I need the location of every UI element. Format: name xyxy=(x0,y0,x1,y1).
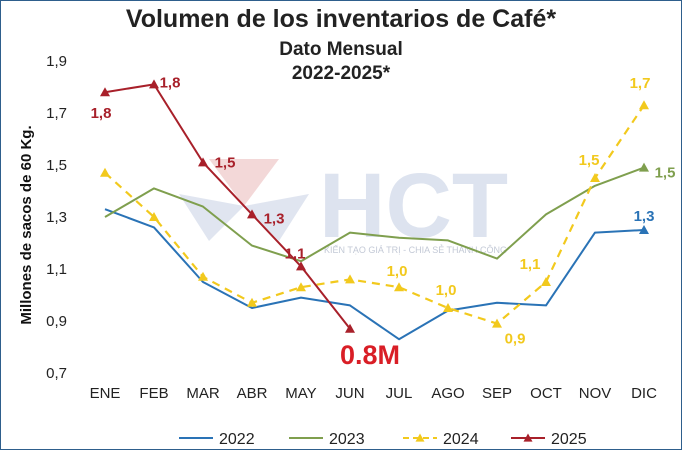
watermark-triangle-left xyxy=(179,194,244,241)
data-label-2025: 1,5 xyxy=(215,154,236,171)
x-tick-label: JUL xyxy=(386,385,413,402)
data-point-2023 xyxy=(348,231,351,234)
legend-marker-2024 xyxy=(415,433,425,442)
y-tick-label: 1,7 xyxy=(46,105,67,122)
data-label-2022: 1,3 xyxy=(634,208,655,225)
data-point-2022 xyxy=(152,226,155,229)
watermark-text: HCT xyxy=(319,155,508,257)
data-point-2024 xyxy=(639,100,649,110)
x-tick-label: OCT xyxy=(530,385,562,402)
end-marker-2022 xyxy=(639,225,649,234)
y-tick-label: 0,9 xyxy=(46,313,67,330)
data-point-2023 xyxy=(544,213,547,216)
data-point-2023 xyxy=(152,187,155,190)
data-point-2023 xyxy=(593,184,596,187)
legend-label-2023: 2023 xyxy=(329,431,365,448)
y-tick-label: 1,1 xyxy=(46,261,67,278)
data-label-2025: 1,8 xyxy=(91,105,112,122)
watermark-tagline: KIẾN TẠO GIÁ TRỊ - CHIA SẺ THÀNH CÔNG xyxy=(324,244,507,255)
series-line-2025 xyxy=(104,83,351,330)
x-tick-label: SEP xyxy=(482,385,512,402)
data-point-2023 xyxy=(446,239,449,242)
data-point-2024 xyxy=(394,282,404,292)
y-tick-label: 1,5 xyxy=(46,157,67,174)
data-point-2025 xyxy=(198,157,208,167)
data-point-2025 xyxy=(345,323,355,333)
data-point-2023 xyxy=(250,244,253,247)
data-point-2022 xyxy=(348,304,351,307)
series-line-2024 xyxy=(104,104,645,325)
data-point-2024 xyxy=(100,167,110,177)
data-point-2023 xyxy=(103,215,106,218)
data-label-2024: 1,7 xyxy=(630,75,651,92)
x-tick-label: AGO xyxy=(431,385,464,402)
y-tick-label: 0,7 xyxy=(46,365,67,382)
series-line-2022 xyxy=(104,208,645,341)
chart-title: Volumen de los inventarios de Café* xyxy=(125,5,557,33)
data-point-2024 xyxy=(492,318,502,328)
legend-label-2025: 2025 xyxy=(551,431,587,448)
data-point-2025 xyxy=(100,87,110,97)
annotation-label: 0.8M xyxy=(340,340,400,370)
legend-label-2022: 2022 xyxy=(219,431,255,448)
watermark-triangle-top xyxy=(209,159,279,206)
x-tick-label: ENE xyxy=(90,385,121,402)
data-point-2023 xyxy=(495,257,498,260)
data-point-2022 xyxy=(201,280,204,283)
data-point-2022 xyxy=(299,296,302,299)
data-point-2025 xyxy=(149,79,159,89)
y-axis-label: Millones de sacos de 60 Kg. xyxy=(18,125,35,324)
data-label-2024: 1,0 xyxy=(387,263,408,280)
data-label-2025: 1,8 xyxy=(160,74,181,91)
data-label-2024: 1,5 xyxy=(579,152,600,169)
data-label-2024: 1,0 xyxy=(436,282,457,299)
watermark-triangle-right xyxy=(244,194,309,241)
x-tick-label: MAY xyxy=(285,385,316,402)
x-tick-label: FEB xyxy=(139,385,168,402)
legend-label-2024: 2024 xyxy=(443,431,479,448)
data-point-2024 xyxy=(590,173,600,182)
data-point-2022 xyxy=(495,301,498,304)
data-label-2024: 1,1 xyxy=(520,256,541,273)
data-point-2023 xyxy=(201,205,204,208)
x-tick-label: ABR xyxy=(237,385,268,402)
data-point-2025 xyxy=(247,209,257,219)
data-label-2025: 1,1 xyxy=(285,245,306,262)
data-point-2024 xyxy=(541,277,551,286)
data-label-2024: 0,9 xyxy=(505,331,526,348)
data-point-2022 xyxy=(593,231,596,234)
y-tick-label: 1,9 xyxy=(46,53,67,70)
data-point-2022 xyxy=(103,208,106,211)
data-point-2024 xyxy=(296,282,306,292)
x-tick-label: NOV xyxy=(579,385,612,402)
data-point-2023 xyxy=(397,236,400,239)
data-point-2024 xyxy=(345,274,355,284)
x-tick-label: JUN xyxy=(335,385,364,402)
legend-marker-2025 xyxy=(523,433,533,442)
data-point-2024 xyxy=(443,303,453,312)
data-point-2024 xyxy=(247,297,257,307)
x-tick-label: DIC xyxy=(631,385,657,402)
data-point-2024 xyxy=(149,212,159,221)
end-marker-2023 xyxy=(639,162,649,172)
data-label-2023: 1,5 xyxy=(655,165,676,182)
y-tick-label: 1,3 xyxy=(46,209,67,226)
watermark-logo: HCT KIẾN TẠO GIÁ TRỊ - CHIA SẺ THÀNH CÔN… xyxy=(179,155,508,257)
series-line-2023 xyxy=(104,166,645,263)
data-label-2025: 1,3 xyxy=(264,210,285,227)
chart-subtitle: Dato Mensual xyxy=(279,39,403,60)
x-tick-label: MAR xyxy=(186,385,220,402)
data-point-2025 xyxy=(296,261,306,271)
data-point-2022 xyxy=(250,306,253,309)
data-point-2022 xyxy=(544,304,547,307)
data-point-2024 xyxy=(198,271,208,281)
chart-period: 2022-2025* xyxy=(291,63,391,84)
